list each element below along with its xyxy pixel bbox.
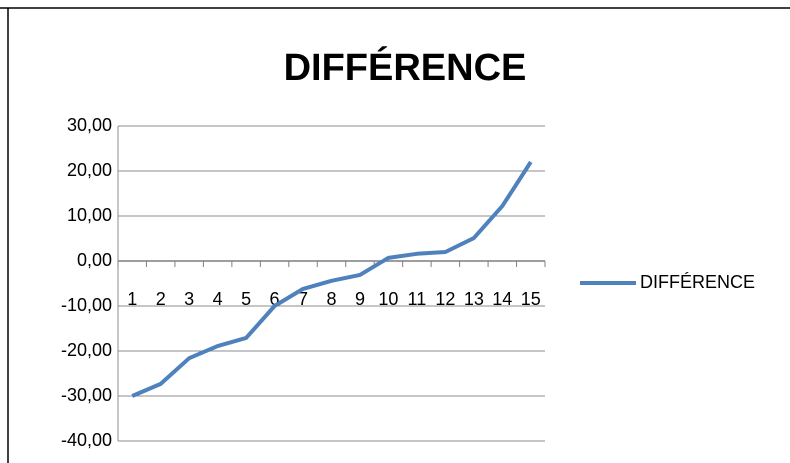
y-tick-label: 0,00: [77, 250, 112, 270]
x-tick-label: 9: [355, 289, 365, 309]
x-tick-label: 2: [156, 289, 166, 309]
x-tick-label: 7: [298, 289, 308, 309]
y-tick-label: 30,00: [67, 115, 112, 135]
x-tick-label: 1: [127, 289, 137, 309]
data-line: [131, 160, 533, 398]
x-tick-label: 4: [213, 289, 223, 309]
y-tick-label: -10,00: [61, 295, 112, 315]
chart-title: DIFFÉRENCE: [284, 45, 527, 89]
x-tick-label: 6: [270, 289, 280, 309]
x-tick-label: 13: [464, 289, 484, 309]
legend-label: DIFFÉRENCE: [640, 272, 755, 292]
x-tick-label: 5: [241, 289, 251, 309]
x-tick-label: 3: [184, 289, 194, 309]
x-tick-label: 11: [408, 289, 427, 309]
y-tick-label: -30,00: [61, 385, 112, 405]
x-tick-label: 10: [378, 289, 398, 309]
y-tick-label: 10,00: [67, 205, 112, 225]
x-tick-label: 12: [435, 289, 455, 309]
x-tick-label: 14: [492, 289, 512, 309]
y-tick-label: -20,00: [61, 340, 112, 360]
y-tick-label: 20,00: [67, 160, 112, 180]
x-tick-label: 8: [326, 289, 336, 309]
x-tick-label: 15: [521, 289, 541, 309]
y-tick-label: -40,00: [61, 430, 112, 450]
